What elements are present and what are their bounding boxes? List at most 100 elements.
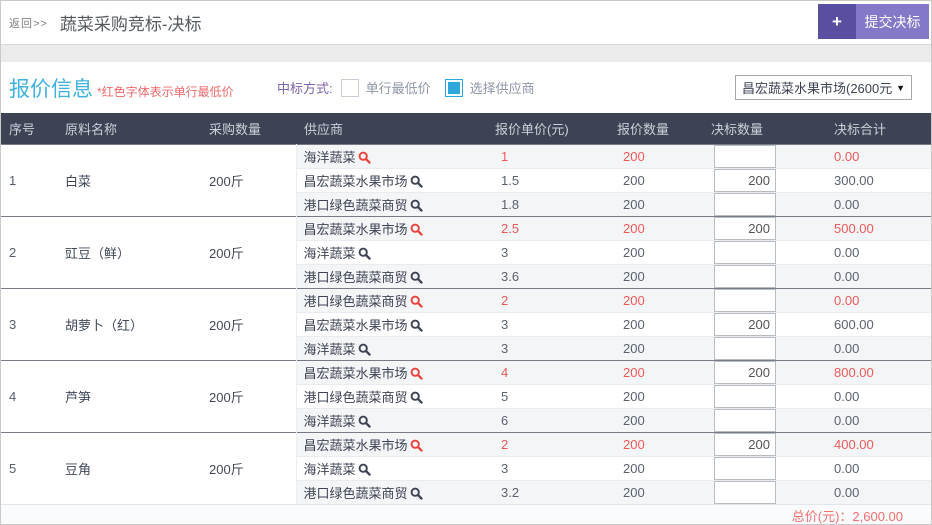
search-icon[interactable] [410,367,423,380]
table-row: 4 芦笋 200斤 昌宏蔬菜水果市场 4 200 800.00 [1,359,931,432]
quote-qty-cell: 200 [609,455,703,480]
supplier-select[interactable]: 昌宏蔬菜水果市场(2600元) ▼ [735,75,912,100]
award-qty-cell [703,335,826,360]
award-qty-input[interactable] [714,336,776,360]
choose-supplier-option-label: 选择供应商 [469,81,535,96]
quote-info-section: 报价信息 *红色字体表示单行最低价 中标方式: 单行最低价 选择供应商 昌宏蔬菜… [1,62,931,113]
supplier-name: 港口绿色蔬菜商贸 [303,485,408,501]
table-row: 1 白菜 200斤 海洋蔬菜 1 200 0.00 [1,143,931,216]
award-total-cell: 0.00 [826,263,931,288]
quote-table: 序号 原料名称 采购数量 供应商 报价单价(元) 报价数量 决标数量 决标合计 … [1,113,931,504]
award-qty-input[interactable] [714,432,776,456]
supplier-select-value: 昌宏蔬菜水果市场(2600元) [742,81,893,96]
plus-icon: + [832,11,842,31]
supplier-name: 港口绿色蔬菜商贸 [303,293,408,309]
section-title: 报价信息 [9,77,93,101]
award-qty-input[interactable] [714,288,776,312]
submit-button-group: + 提交决标 [818,4,929,39]
award-qty-cell [703,383,826,408]
page-title: 蔬菜采购竞标-决标 [59,15,202,34]
item-name-cell: 豇豆（鲜） [57,215,201,288]
quote-table-body: 1 白菜 200斤 海洋蔬菜 1 200 0.00 昌宏蔬菜水果市场 1.5 2… [1,143,931,504]
award-qty-input[interactable] [714,192,776,216]
supplier-cell: 港口绿色蔬菜商贸 [296,287,487,312]
search-icon[interactable] [358,247,371,260]
quote-qty-cell: 200 [609,215,703,240]
award-qty-input[interactable] [714,216,776,240]
award-total-cell: 300.00 [826,167,931,192]
supplier-name: 海洋蔬菜 [303,245,356,261]
award-qty-cell [703,479,826,504]
award-method-label: 中标方式: [277,81,333,96]
col-seq: 序号 [1,113,57,144]
supplier-name: 昌宏蔬菜水果市场 [303,317,408,333]
search-icon[interactable] [410,487,423,500]
quote-price-cell: 2 [487,431,609,456]
table-row: 3 胡萝卜（红） 200斤 港口绿色蔬菜商贸 2 200 0.00 [1,287,931,360]
supplier-cell: 昌宏蔬菜水果市场 [296,431,487,456]
quote-price-cell: 2 [487,287,609,312]
award-qty-cell [703,167,826,192]
quote-price-cell: 4 [487,359,609,384]
search-icon[interactable] [410,295,423,308]
award-qty-input[interactable] [714,312,776,336]
col-supplier: 供应商 [296,113,487,144]
award-qty-input[interactable] [714,144,776,168]
quote-qty-cell: 200 [609,359,703,384]
award-qty-input[interactable] [714,168,776,192]
supplier-name: 港口绿色蔬菜商贸 [303,197,408,213]
item-name-cell: 豆角 [57,431,201,504]
quote-qty-cell: 200 [609,335,703,360]
search-icon[interactable] [410,199,423,212]
quote-price-cell: 1.5 [487,167,609,192]
search-icon[interactable] [358,463,371,476]
award-qty-input[interactable] [714,360,776,384]
award-qty-input[interactable] [714,264,776,288]
award-qty-input[interactable] [714,456,776,480]
col-purchase-qty: 采购数量 [201,113,296,144]
supplier-name: 昌宏蔬菜水果市场 [303,173,408,189]
quote-price-cell: 3.6 [487,263,609,288]
award-qty-input[interactable] [714,240,776,264]
search-icon[interactable] [410,319,423,332]
back-link[interactable]: 返回>> [9,17,48,30]
search-icon[interactable] [358,151,371,164]
purchase-qty-cell: 200斤 [201,215,297,288]
purchase-qty-cell: 200斤 [201,359,297,432]
supplier-cell: 昌宏蔬菜水果市场 [296,215,487,240]
seq-cell: 5 [1,431,57,504]
award-qty-cell [703,215,826,240]
award-qty-input[interactable] [714,480,776,504]
col-quote-price: 报价单价(元) [487,113,609,144]
quote-qty-cell: 200 [609,407,703,432]
lowest-price-checkbox[interactable] [340,78,359,97]
lowest-price-option-label: 单行最低价 [365,81,431,96]
search-icon[interactable] [410,271,423,284]
award-total-cell: 0.00 [826,383,931,408]
choose-supplier-checkbox[interactable] [444,78,463,97]
supplier-name: 港口绿色蔬菜商贸 [303,389,408,405]
award-qty-input[interactable] [714,384,776,408]
submit-award-button[interactable]: 提交决标 [856,4,929,39]
search-icon[interactable] [410,223,423,236]
search-icon[interactable] [410,175,423,188]
search-icon[interactable] [358,343,371,356]
quote-qty-cell: 200 [609,479,703,504]
award-total-cell: 0.00 [826,335,931,360]
plus-button[interactable]: + [818,4,856,39]
search-icon[interactable] [410,439,423,452]
supplier-cell: 港口绿色蔬菜商贸 [296,263,487,288]
award-total-cell: 800.00 [826,359,931,384]
grand-total: 总价(元)：2,600.00 [791,509,903,524]
supplier-name: 海洋蔬菜 [303,341,356,357]
search-icon[interactable] [410,391,423,404]
award-method-group: 中标方式: 单行最低价 选择供应商 [277,62,544,113]
table-row: 昌宏蔬菜水果市场 3 200 600.00 [1,311,931,336]
table-footer: 总价(元)：2,600.00 [1,504,931,524]
award-qty-input[interactable] [714,408,776,432]
search-icon[interactable] [358,415,371,428]
supplier-cell: 昌宏蔬菜水果市场 [296,359,487,384]
item-name-cell: 胡萝卜（红） [57,287,201,360]
supplier-name: 港口绿色蔬菜商贸 [303,269,408,285]
